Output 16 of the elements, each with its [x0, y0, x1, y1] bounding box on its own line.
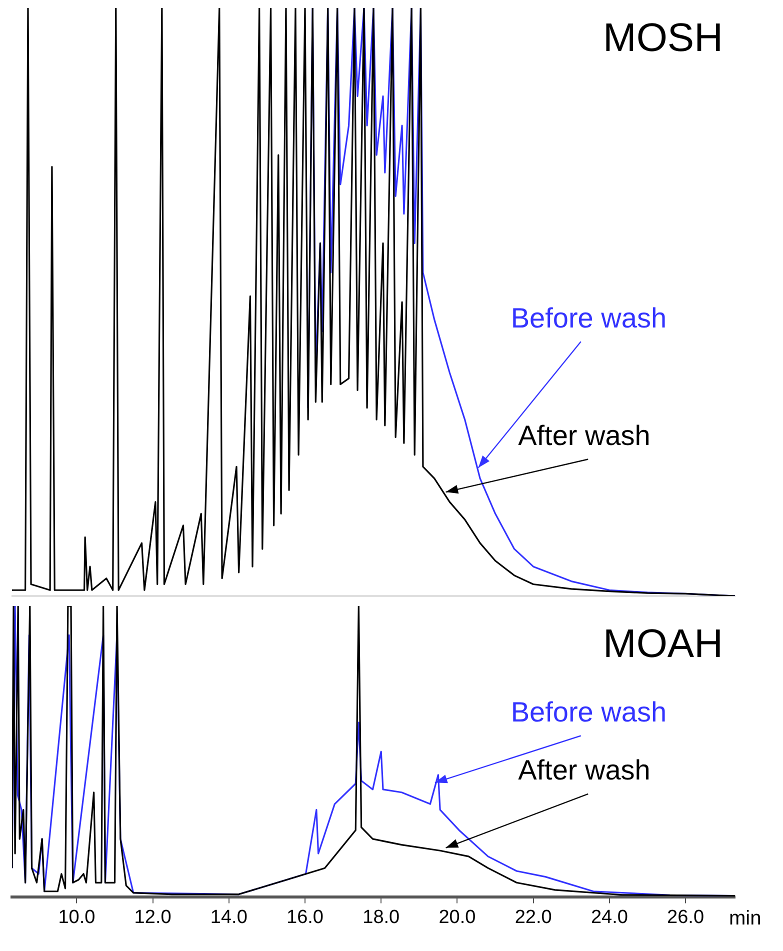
- x-tick-label: 14.0: [210, 906, 248, 928]
- x-tick-label: 10.0: [58, 906, 96, 928]
- chart-title: MOSH: [603, 16, 723, 60]
- x-tick-label: 20.0: [438, 906, 476, 928]
- text: After wash: [518, 754, 650, 786]
- x-tick-label: 12.0: [134, 906, 172, 928]
- x-tick-label: 22.0: [514, 906, 552, 928]
- x-tick-label: 26.0: [667, 906, 704, 928]
- text: After wash: [518, 420, 650, 451]
- chart-title: MOAH: [603, 622, 723, 666]
- text: Before wash: [510, 302, 667, 334]
- x-tick-label: 18.0: [362, 906, 400, 928]
- x-tick-label: 24.0: [590, 906, 628, 928]
- x-tick-label: 16.0: [286, 906, 324, 928]
- x-axis-title: min: [729, 908, 762, 930]
- text: Before wash: [510, 696, 667, 728]
